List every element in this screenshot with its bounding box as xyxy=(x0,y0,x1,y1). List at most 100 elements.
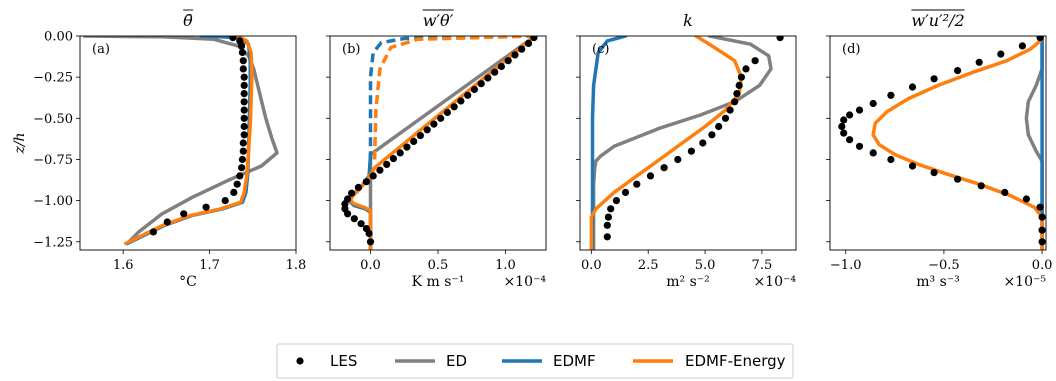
x-offset-multiplier: ×10⁻⁵ xyxy=(1003,274,1046,290)
point-les xyxy=(908,83,917,91)
point-les xyxy=(530,36,538,42)
point-les xyxy=(239,147,247,155)
legend-label-edmf: EDMF xyxy=(553,352,596,370)
point-les xyxy=(751,57,759,65)
x-tick-label: −1.0 xyxy=(830,258,862,273)
point-les xyxy=(930,169,938,177)
point-les xyxy=(350,215,358,223)
point-les xyxy=(731,98,739,106)
point-les xyxy=(524,39,533,48)
point-les xyxy=(674,155,682,164)
point-les xyxy=(954,175,962,183)
point-les xyxy=(163,218,171,226)
y-axis-label: z/h xyxy=(12,132,28,154)
point-les xyxy=(240,131,248,139)
point-les xyxy=(997,50,1005,58)
point-les xyxy=(621,188,630,196)
point-les xyxy=(735,81,743,89)
x-tick-label: 7.5 xyxy=(752,258,773,273)
point-les xyxy=(1038,238,1046,246)
panel-label: (b) xyxy=(342,42,360,57)
point-les xyxy=(855,106,864,114)
point-les xyxy=(230,188,238,196)
x-offset-multiplier: ×10⁻⁴ xyxy=(503,274,546,290)
x-axis-label: °C xyxy=(179,274,197,290)
point-les xyxy=(491,68,499,76)
point-les xyxy=(239,57,247,65)
point-les xyxy=(239,139,247,147)
point-les xyxy=(344,210,352,218)
point-les xyxy=(410,137,418,145)
point-les xyxy=(840,116,848,124)
y-tick-label: 0.00 xyxy=(44,30,73,45)
series-ed xyxy=(368,36,537,250)
panel-3: 0.0 2.5 5.0 7.5 (c) k m² s⁻² ×10⁻⁴ xyxy=(576,11,797,290)
point-les xyxy=(603,233,611,241)
point-les xyxy=(1038,226,1046,234)
point-les xyxy=(908,162,917,170)
point-les xyxy=(477,80,485,88)
point-les xyxy=(726,106,734,114)
point-les xyxy=(238,155,246,164)
x-offset-multiplier: ×10⁻⁴ xyxy=(753,274,796,290)
point-les xyxy=(423,126,431,134)
x-tick-label: −0.5 xyxy=(928,258,960,273)
panels: 1.6 1.7 1.8 0.00 −0.25 −0.50 −0.75 −1.00 −1.25 (a… xyxy=(12,9,1053,290)
series-edmf-energy xyxy=(124,36,254,246)
x-axis-label: m² s⁻² xyxy=(666,274,710,290)
series-edmf xyxy=(590,36,628,250)
point-les xyxy=(457,97,465,105)
point-les xyxy=(646,172,655,180)
panel-label: (a) xyxy=(92,42,110,57)
point-les xyxy=(221,197,229,205)
point-les xyxy=(389,155,397,163)
plot-area xyxy=(82,36,279,246)
point-les xyxy=(464,91,472,99)
series-edmf-energy-dashed xyxy=(372,36,536,160)
point-les xyxy=(484,74,492,82)
point-les xyxy=(376,166,384,174)
y-tick-label: −1.00 xyxy=(33,194,73,209)
point-les xyxy=(887,155,895,164)
point-les xyxy=(660,164,668,172)
point-les xyxy=(149,228,157,236)
point-les xyxy=(708,131,716,139)
point-les xyxy=(604,213,613,221)
point-les xyxy=(229,36,237,42)
x-tick-label: 1.8 xyxy=(286,258,307,273)
point-les xyxy=(975,58,983,66)
series-edmf-energy xyxy=(871,39,1044,250)
x-tick-label: 0.0 xyxy=(360,258,381,273)
y-tick-label: −0.75 xyxy=(33,153,73,168)
x-tick-label: 2.5 xyxy=(638,258,659,273)
point-les xyxy=(855,142,864,150)
point-les xyxy=(238,164,246,172)
point-les xyxy=(1036,36,1044,42)
y-tick-label: −0.50 xyxy=(33,112,73,127)
axes-frame xyxy=(579,35,797,251)
point-les xyxy=(357,220,365,228)
point-les xyxy=(238,48,246,57)
point-les xyxy=(840,129,848,137)
panel-4: −1.0 −0.5 0.0 (d) w′u′²/2 m³ s⁻³ ×10⁻⁵ xyxy=(826,9,1053,290)
point-les xyxy=(240,122,248,131)
x-tick-label: 5.0 xyxy=(695,258,716,273)
point-les xyxy=(1038,213,1046,221)
point-les xyxy=(742,65,750,73)
point-les xyxy=(403,143,411,151)
x-tick-label: 0.0 xyxy=(1032,258,1053,273)
point-les xyxy=(603,221,611,229)
point-les xyxy=(366,238,375,246)
x-axis-label: K m s⁻¹ xyxy=(412,274,465,290)
panel-title: w′θ′ xyxy=(423,11,454,30)
point-les xyxy=(396,149,404,157)
point-les xyxy=(869,99,877,108)
panel-1: 1.6 1.7 1.8 0.00 −0.25 −0.50 −0.75 −1.00 −1.25 (a… xyxy=(12,9,307,290)
point-les xyxy=(699,139,707,147)
series-edmf-energy xyxy=(589,36,744,250)
legend-label-ed: ED xyxy=(446,352,467,370)
point-les xyxy=(977,182,985,190)
plot-area xyxy=(838,36,1046,250)
panel-label: (d) xyxy=(842,42,860,57)
